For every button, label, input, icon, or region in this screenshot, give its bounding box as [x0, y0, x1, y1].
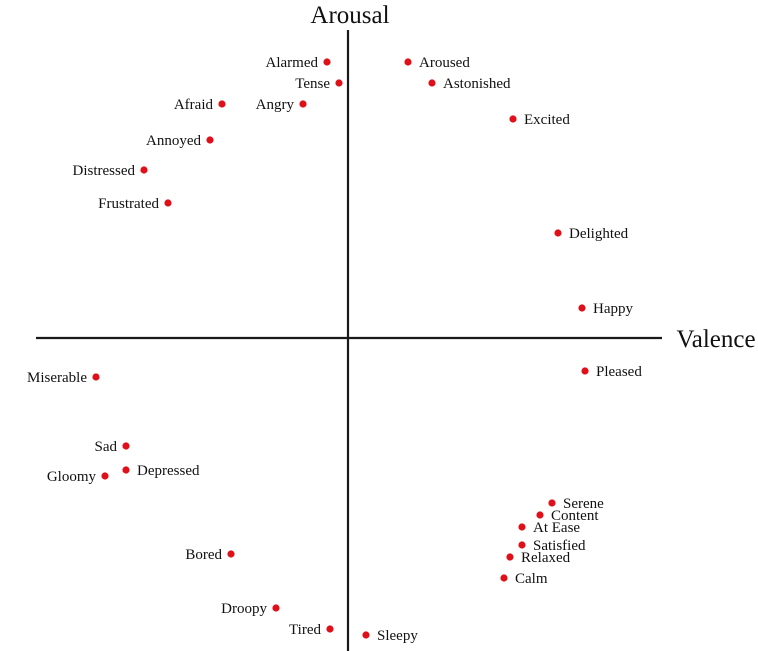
label-relaxed: Relaxed [521, 550, 571, 566]
point-content [536, 511, 544, 519]
emotion-satisfied: Satisfied [518, 538, 586, 554]
label-happy: Happy [593, 301, 633, 317]
emotion-astonished: Astonished [428, 76, 511, 92]
point-at-ease [518, 523, 526, 531]
label-gloomy: Gloomy [47, 469, 97, 485]
emotion-depressed: Depressed [122, 463, 200, 479]
point-bored [227, 550, 235, 558]
label-satisfied: Satisfied [533, 538, 586, 554]
point-frustrated [164, 199, 172, 207]
label-frustrated: Frustrated [98, 196, 159, 212]
point-alarmed [323, 58, 331, 66]
emotion-content: Content [536, 508, 599, 524]
point-sad [122, 442, 130, 450]
label-delighted: Delighted [569, 226, 629, 242]
label-droopy: Droopy [221, 601, 267, 617]
point-happy [578, 304, 586, 312]
emotion-calm: Calm [500, 571, 548, 587]
label-astonished: Astonished [443, 76, 511, 92]
point-miserable [92, 373, 100, 381]
label-angry: Angry [256, 97, 295, 113]
point-delighted [554, 229, 562, 237]
emotion-miserable: Miserable [27, 370, 100, 386]
emotion-bored: Bored [185, 547, 235, 563]
point-sleepy [362, 631, 370, 639]
point-astonished [428, 79, 436, 87]
emotion-pleased: Pleased [581, 364, 642, 380]
emotion-droopy: Droopy [221, 601, 280, 617]
label-aroused: Aroused [419, 55, 470, 71]
emotion-afraid: Afraid [174, 97, 226, 113]
point-excited [509, 115, 517, 123]
point-calm [500, 574, 508, 582]
emotion-at-ease: At Ease [518, 520, 580, 536]
emotion-tired: Tired [289, 622, 334, 638]
emotion-delighted: Delighted [554, 226, 629, 242]
emotion-sad: Sad [95, 439, 130, 455]
emotion-relaxed: Relaxed [506, 550, 571, 566]
point-angry [299, 100, 307, 108]
point-depressed [122, 466, 130, 474]
label-afraid: Afraid [174, 97, 214, 113]
emotion-annoyed: Annoyed [146, 133, 214, 149]
point-droopy [272, 604, 280, 612]
label-alarmed: Alarmed [266, 55, 319, 71]
point-tense [335, 79, 343, 87]
label-annoyed: Annoyed [146, 133, 201, 149]
emotion-distressed: Distressed [73, 163, 148, 179]
label-bored: Bored [185, 547, 222, 563]
point-annoyed [206, 136, 214, 144]
label-distressed: Distressed [73, 163, 136, 179]
emotion-excited: Excited [509, 112, 570, 128]
point-gloomy [101, 472, 109, 480]
label-depressed: Depressed [137, 463, 200, 479]
point-satisfied [518, 541, 526, 549]
label-tense: Tense [295, 76, 330, 92]
label-at-ease: At Ease [533, 520, 580, 536]
point-pleased [581, 367, 589, 375]
label-excited: Excited [524, 112, 570, 128]
emotion-happy: Happy [578, 301, 633, 317]
emotion-angry: Angry [256, 97, 307, 113]
arousal-axis-title: Arousal [310, 2, 389, 29]
point-aroused [404, 58, 412, 66]
emotion-tense: Tense [295, 76, 343, 92]
emotion-gloomy: Gloomy [47, 469, 109, 485]
emotion-alarmed: Alarmed [266, 55, 331, 71]
valence-axis-title: Valence [676, 326, 755, 353]
label-content: Content [551, 508, 599, 524]
label-miserable: Miserable [27, 370, 87, 386]
label-calm: Calm [515, 571, 548, 587]
emotion-serene: Serene [548, 496, 604, 512]
emotion-frustrated: Frustrated [98, 196, 172, 212]
label-sleepy: Sleepy [377, 628, 418, 644]
label-serene: Serene [563, 496, 604, 512]
point-distressed [140, 166, 148, 174]
emotion-points: Alarmed Tense Aroused Astonished Afraid Angry… [27, 55, 642, 644]
point-tired [326, 625, 334, 633]
emotion-sleepy: Sleepy [362, 628, 418, 644]
point-afraid [218, 100, 226, 108]
point-serene [548, 499, 556, 507]
point-relaxed [506, 553, 514, 561]
label-sad: Sad [95, 439, 118, 455]
label-pleased: Pleased [596, 364, 642, 380]
emotion-aroused: Aroused [404, 55, 470, 71]
label-tired: Tired [289, 622, 321, 638]
